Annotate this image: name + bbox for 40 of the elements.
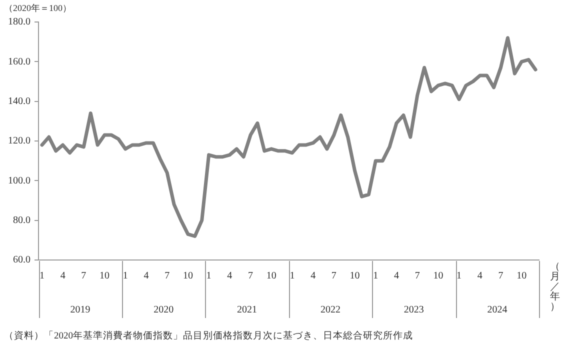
x-tick-label: 1 bbox=[290, 270, 295, 282]
y-tick-label: 100.0 bbox=[8, 175, 30, 186]
x-tick-label: 1 bbox=[39, 270, 44, 282]
x-axis-title: （月／年） bbox=[550, 262, 560, 313]
x-tick-label: 10 bbox=[516, 270, 527, 282]
x-tick-label: 1 bbox=[373, 270, 378, 282]
text: 2022 bbox=[320, 304, 340, 316]
x-tick-label: 7 bbox=[81, 270, 86, 282]
x-tick-label: 7 bbox=[331, 270, 336, 282]
x-tick-label: 10 bbox=[266, 270, 276, 282]
x-tick-label: 4 bbox=[227, 270, 232, 282]
y-tick-label: 160.0 bbox=[8, 56, 30, 68]
x-tick-label: 4 bbox=[144, 270, 149, 282]
x-tick-label: 7 bbox=[248, 270, 254, 282]
text: （資料）「2020年基準消費者物価指数」品目別価格指数月次に基づき、日本総合研究所作成 bbox=[4, 330, 413, 342]
x-tick-label: 1 bbox=[206, 270, 212, 282]
x-tick-label: 1 bbox=[456, 270, 462, 282]
x-tick-label: 7 bbox=[164, 270, 170, 282]
y-tick-label: 140.0 bbox=[8, 96, 30, 107]
x-tick-label: 10 bbox=[350, 270, 360, 282]
x-tick-label: 4 bbox=[60, 270, 66, 282]
x-tick-label: 7 bbox=[414, 270, 420, 282]
x-tick-label: 4 bbox=[477, 270, 482, 282]
text: 2019 bbox=[70, 304, 90, 316]
x-tick-label: 10 bbox=[100, 270, 110, 282]
y-tick-label: 80.0 bbox=[13, 214, 30, 226]
y-tick-label: 180.0 bbox=[8, 16, 30, 28]
y-tick-label: 120.0 bbox=[8, 136, 30, 147]
y-axis-title: （2020年＝100） bbox=[4, 2, 72, 13]
x-tick-label: 4 bbox=[394, 270, 399, 282]
x-tick-label: 10 bbox=[182, 270, 193, 282]
text: 2020 bbox=[154, 304, 174, 316]
x-tick-label: 4 bbox=[310, 270, 316, 282]
text: 2023 bbox=[404, 304, 424, 316]
y-tick-label: 60.0 bbox=[13, 254, 30, 266]
text: 2024 bbox=[487, 304, 508, 316]
x-tick-label: 7 bbox=[498, 270, 504, 282]
x-tick-label: 1 bbox=[122, 270, 128, 282]
x-tick-label: 10 bbox=[433, 270, 444, 282]
text: 2021 bbox=[237, 304, 258, 316]
